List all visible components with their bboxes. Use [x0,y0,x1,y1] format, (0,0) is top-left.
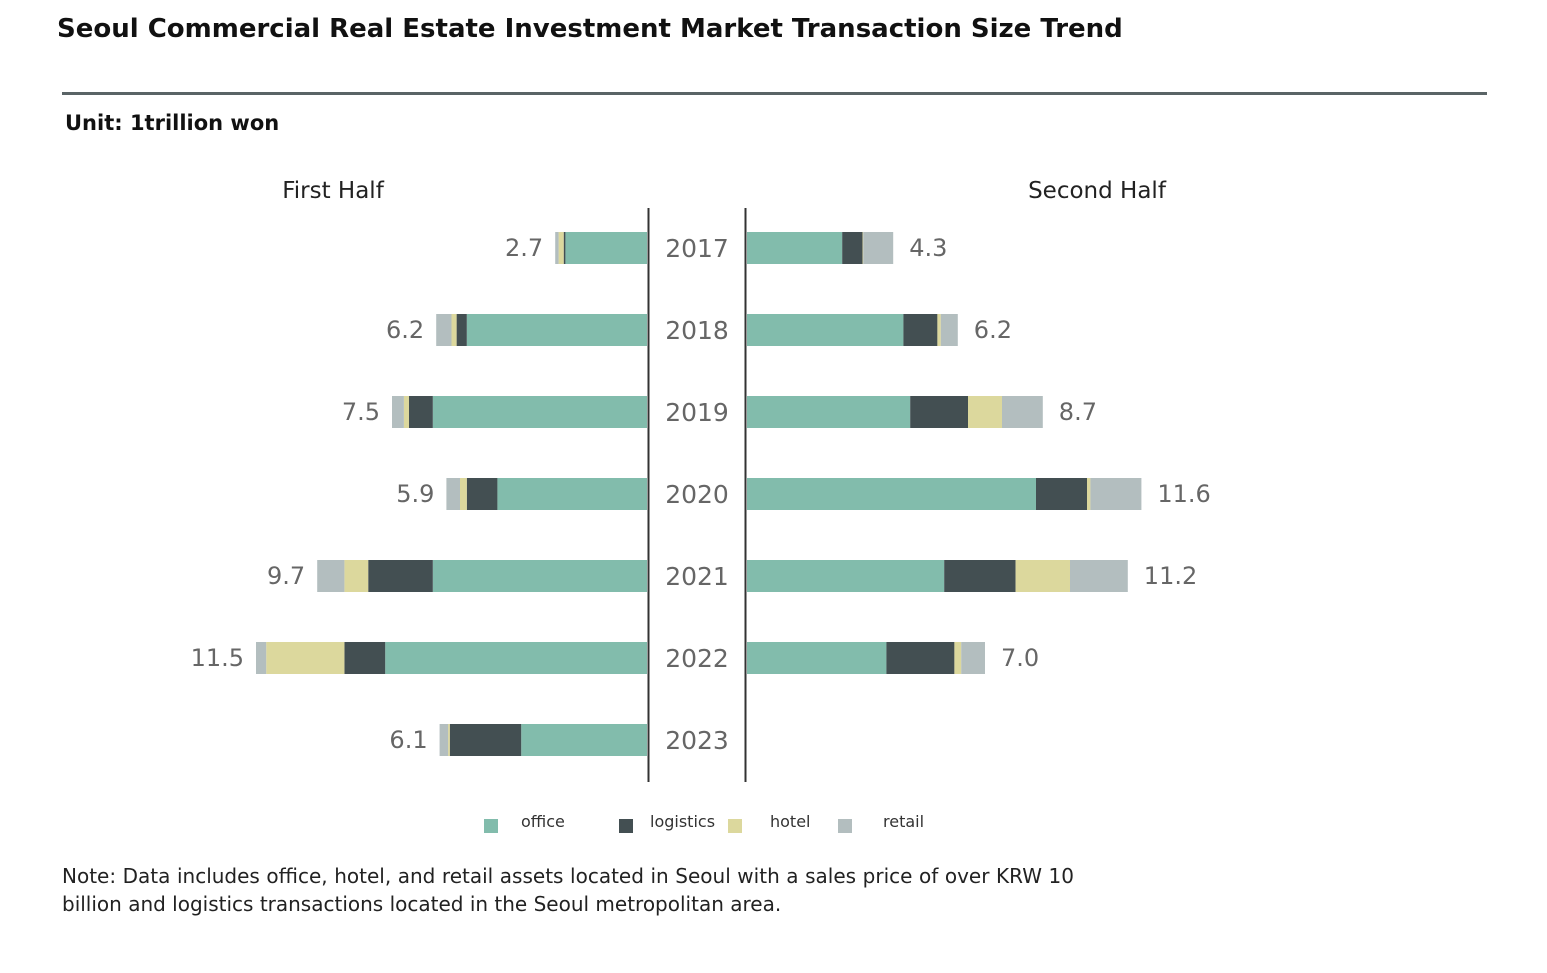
first-half-bar-hotel-2017 [558,232,564,264]
first-half-bar-office-2018 [466,314,647,346]
second-half-bar-office-2019 [747,396,911,428]
first-half-bar-retail-2022 [256,642,267,674]
year-label-2019: 2019 [665,398,729,427]
second-half-total-label-2017: 4.3 [909,234,947,262]
legend-swatch-hotel [728,819,742,833]
first-half-total-label-2021: 9.7 [267,562,305,590]
first-half-bar-logistics-2022 [344,642,386,674]
transaction-size-chart: First Half Second Half 2017 2018 2019 2020 2… [191,178,1211,833]
first-half-bar-logistics-2017 [563,232,566,264]
second-half-bar-office-2020 [747,478,1036,510]
second-half-bar-retail-2019 [1002,396,1043,428]
second-half-bar-hotel-2018 [937,314,941,346]
title-divider [62,92,1487,95]
year-label-2023: 2023 [665,726,729,755]
first-half-bar-retail-2023 [439,724,449,756]
year-label-2021: 2021 [665,562,729,591]
footnote: Note: Data includes office, hotel, and r… [62,864,1074,916]
first-half-bar-logistics-2020 [466,478,498,510]
first-half-bar-office-2020 [497,478,647,510]
first-half-total-label-2020: 5.9 [396,480,434,508]
second-half-bar-retail-2021 [1070,560,1128,592]
legend-swatch-office [484,819,498,833]
first-half-total-label-2019: 7.5 [342,398,380,426]
legend-label-office: office [521,812,565,831]
first-half-total-label-2018: 6.2 [386,316,424,344]
second-half-bar-retail-2022 [961,642,985,674]
page-title: Seoul Commercial Real Estate Investment … [57,14,1123,44]
first-half-bar-office-2017 [565,232,647,264]
first-half-total-label-2017: 2.7 [505,234,543,262]
second-half-bar-office-2017 [747,232,843,264]
year-label-2017: 2017 [665,234,729,263]
first-half-total-label-2023: 6.1 [389,726,427,754]
second-half-bar-retail-2017 [863,232,894,264]
panel-title-first-half: First Half [282,178,384,204]
first-half-bar-retail-2017 [555,232,559,264]
first-half-bar-hotel-2018 [451,314,457,346]
first-half-bar-hotel-2022 [266,642,345,674]
first-half-bar-retail-2020 [446,478,460,510]
second-half-bar-logistics-2017 [842,232,863,264]
second-half-bar-retail-2018 [940,314,958,346]
legend-label-hotel: hotel [770,812,811,831]
second-half-total-label-2022: 7.0 [1001,644,1039,672]
second-half-bar-logistics-2020 [1036,478,1087,510]
legend-label-logistics: logistics [650,812,715,831]
first-half-bar-hotel-2021 [344,560,369,592]
first-half-bar-office-2023 [521,724,647,756]
second-half-bar-office-2021 [747,560,945,592]
first-half-bar-logistics-2019 [409,396,433,428]
first-half-bar-office-2021 [432,560,647,592]
legend-swatch-logistics [619,819,633,833]
first-half-total-label-2022: 11.5 [191,644,244,672]
first-half-bar-retail-2021 [317,560,345,592]
second-half-bar-hotel-2019 [968,396,1002,428]
second-half-bar-office-2018 [747,314,904,346]
second-half-bar-hotel-2021 [1015,560,1070,592]
first-half-bar-office-2019 [432,396,647,428]
first-half-bar-retail-2019 [392,396,404,428]
second-half-bar-logistics-2019 [910,396,968,428]
first-half-bar-office-2022 [385,642,647,674]
second-half-total-label-2020: 11.6 [1157,480,1210,508]
year-label-2022: 2022 [665,644,729,673]
legend-label-retail: retail [883,812,924,831]
second-half-bar-retail-2020 [1090,478,1142,510]
year-label-2018: 2018 [665,316,729,345]
legend-swatch-retail [838,819,852,833]
first-half-bar-logistics-2021 [368,560,433,592]
second-half-bar-hotel-2017 [862,232,864,264]
first-half-bar-hotel-2020 [460,478,467,510]
second-half-bar-office-2022 [747,642,887,674]
second-half-bar-hotel-2022 [954,642,962,674]
first-half-bar-hotel-2019 [403,396,409,428]
first-half-bar-logistics-2023 [449,724,522,756]
second-half-bar-hotel-2020 [1087,478,1091,510]
second-half-total-label-2018: 6.2 [974,316,1012,344]
second-half-total-label-2021: 11.2 [1144,562,1197,590]
first-half-bar-logistics-2018 [456,314,467,346]
second-half-bar-logistics-2021 [944,560,1016,592]
panel-title-second-half: Second Half [1028,178,1167,204]
first-half-bar-retail-2018 [436,314,452,346]
first-half-bar-hotel-2023 [448,724,450,756]
unit-label: Unit: 1trillion won [65,111,280,135]
second-half-bar-logistics-2018 [903,314,938,346]
second-half-total-label-2019: 8.7 [1059,398,1097,426]
year-label-2020: 2020 [665,480,729,509]
second-half-bar-logistics-2022 [886,642,955,674]
